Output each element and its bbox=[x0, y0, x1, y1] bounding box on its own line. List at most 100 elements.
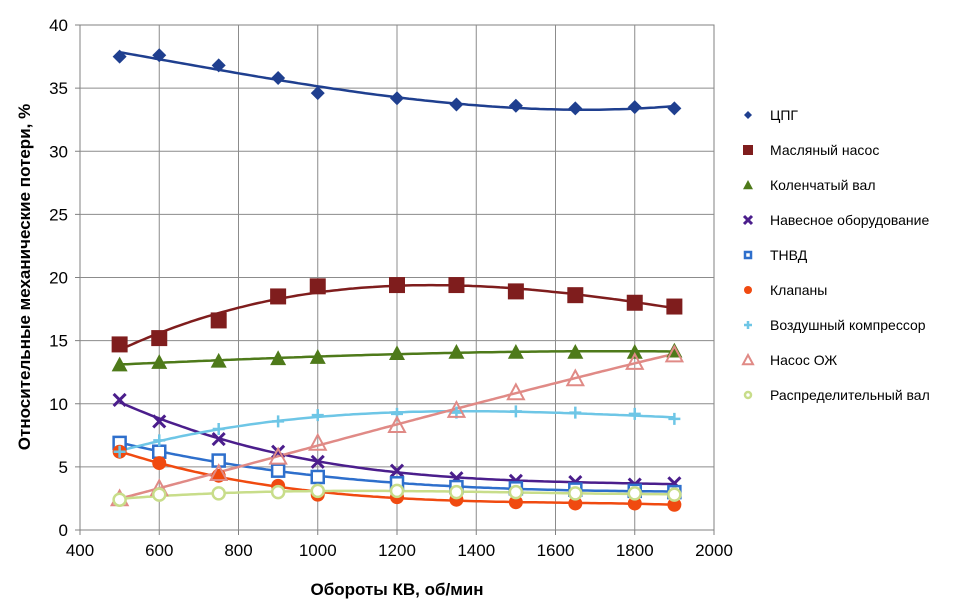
data-point-8 bbox=[446, 399, 467, 418]
data-point-3 bbox=[567, 343, 584, 359]
data-point-6 bbox=[152, 456, 167, 471]
data-point-7 bbox=[113, 445, 126, 458]
data-point-9 bbox=[667, 487, 682, 502]
data-point-2 bbox=[626, 294, 643, 311]
legend-label: Навесное оборудование bbox=[770, 212, 929, 228]
x-tick-label: 1600 bbox=[537, 541, 575, 560]
data-point-3 bbox=[210, 352, 227, 368]
data-point-7 bbox=[668, 412, 681, 425]
y-tick-labels: 0 5 10 15 20 25 30 35 40 bbox=[49, 16, 68, 540]
data-point-9 bbox=[568, 486, 583, 501]
data-point-2 bbox=[270, 288, 287, 305]
data-point-3 bbox=[448, 343, 465, 359]
legend-label: ТНВД bbox=[770, 247, 808, 263]
data-point-2 bbox=[507, 283, 524, 300]
legend-label: Распределительный вал bbox=[770, 387, 930, 403]
legend-label: Коленчатый вал bbox=[770, 177, 876, 193]
x-tick-label: 600 bbox=[145, 541, 173, 560]
legend-label: ЦПГ bbox=[770, 107, 798, 123]
data-point-1 bbox=[449, 97, 464, 112]
y-tick-label: 40 bbox=[49, 16, 68, 35]
legend-label: Масляный насос bbox=[770, 142, 879, 158]
data-point-9 bbox=[389, 483, 405, 499]
data-point-3 bbox=[626, 343, 643, 359]
data-point-7 bbox=[628, 407, 641, 420]
data-point-5 bbox=[310, 469, 325, 485]
data-point-8 bbox=[506, 382, 526, 401]
legend-marker bbox=[741, 352, 755, 366]
data-point-3 bbox=[151, 354, 168, 369]
data-point-5 bbox=[152, 444, 167, 459]
legend-label: Воздушный компрессор bbox=[770, 317, 926, 333]
data-point-6 bbox=[667, 497, 682, 512]
data-point-9 bbox=[449, 484, 464, 500]
data-point-7 bbox=[509, 405, 522, 418]
data-point-4 bbox=[152, 414, 167, 429]
x-tick-labels: 400 600 800 1000 1200 1400 1600 1800 2000 bbox=[66, 541, 733, 560]
data-point-1 bbox=[112, 49, 127, 64]
data-markers bbox=[109, 48, 685, 512]
x-tick-label: 1200 bbox=[378, 541, 416, 560]
x-tick-label: 1000 bbox=[299, 541, 337, 560]
data-point-9 bbox=[310, 483, 325, 499]
legend-marker bbox=[743, 390, 753, 400]
x-tick-label: 800 bbox=[224, 541, 252, 560]
legend-marker bbox=[744, 321, 752, 329]
y-axis-title: Относительные механические потери, % bbox=[15, 104, 34, 450]
data-point-5 bbox=[270, 463, 286, 478]
data-point-1 bbox=[211, 58, 226, 73]
data-point-1 bbox=[152, 48, 167, 63]
data-point-9 bbox=[270, 484, 286, 500]
data-point-1 bbox=[271, 71, 286, 86]
data-point-7 bbox=[311, 409, 324, 422]
data-point-3 bbox=[389, 345, 405, 361]
legend-label: Насос ОЖ bbox=[770, 352, 837, 368]
data-point-2 bbox=[151, 330, 168, 347]
data-point-8 bbox=[268, 446, 288, 465]
y-tick-label: 30 bbox=[49, 142, 68, 161]
data-point-9 bbox=[627, 486, 642, 501]
y-tick-label: 0 bbox=[59, 521, 68, 540]
data-point-1 bbox=[568, 101, 583, 116]
data-point-8 bbox=[565, 368, 585, 387]
data-point-2 bbox=[666, 298, 683, 315]
data-point-7 bbox=[153, 434, 166, 447]
y-tick-label: 20 bbox=[49, 269, 68, 288]
data-point-7 bbox=[569, 406, 582, 419]
data-point-2 bbox=[448, 277, 465, 294]
data-point-1 bbox=[667, 101, 682, 116]
legend-marker bbox=[742, 214, 754, 226]
data-point-3 bbox=[309, 349, 326, 364]
data-point-2 bbox=[567, 287, 584, 304]
data-point-2 bbox=[210, 312, 227, 329]
data-point-8 bbox=[209, 463, 229, 481]
y-tick-label: 25 bbox=[49, 205, 68, 224]
data-point-1 bbox=[310, 86, 325, 101]
y-tick-label: 5 bbox=[59, 458, 68, 477]
legend-marker bbox=[743, 180, 753, 190]
legend: ЦПГ Масляный насос Коленчатый вал Навесное … bbox=[741, 107, 930, 403]
x-tick-label: 1800 bbox=[616, 541, 654, 560]
y-tick-label: 10 bbox=[49, 395, 68, 414]
data-point-3 bbox=[507, 343, 524, 359]
data-point-9 bbox=[211, 486, 226, 501]
data-point-1 bbox=[627, 100, 642, 115]
data-point-7 bbox=[272, 415, 285, 428]
data-point-6 bbox=[627, 496, 642, 511]
data-point-1 bbox=[390, 91, 404, 106]
data-point-8 bbox=[308, 432, 328, 451]
data-point-4 bbox=[389, 463, 405, 478]
data-point-4 bbox=[211, 432, 226, 447]
y-tick-label: 15 bbox=[49, 332, 68, 351]
x-tick-label: 1400 bbox=[457, 541, 495, 560]
data-point-9 bbox=[508, 484, 524, 500]
data-point-8 bbox=[387, 415, 407, 434]
legend-label: Клапаны bbox=[770, 282, 827, 298]
data-point-9 bbox=[112, 492, 127, 507]
data-point-2 bbox=[389, 277, 405, 294]
data-point-3 bbox=[111, 356, 128, 372]
legend-marker bbox=[744, 286, 752, 294]
data-point-1 bbox=[508, 98, 523, 113]
data-point-9 bbox=[152, 487, 167, 502]
